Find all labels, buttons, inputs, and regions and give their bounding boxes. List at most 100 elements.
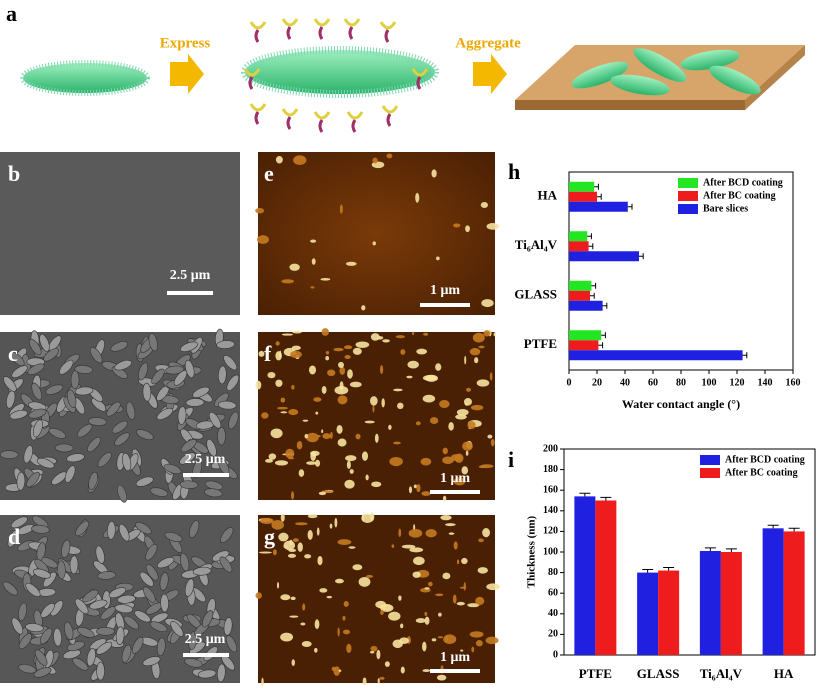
ligand <box>411 68 429 77</box>
sem-rod <box>117 594 136 604</box>
ligand <box>346 111 364 120</box>
afm-grain <box>464 402 468 406</box>
sem-rod <box>51 471 67 486</box>
afm-grain <box>306 461 317 465</box>
bar <box>569 300 603 311</box>
bar <box>569 181 595 192</box>
afm-grain <box>315 411 319 415</box>
sem-rod <box>156 637 166 657</box>
afm-grain <box>346 460 351 470</box>
scale-bar <box>430 490 480 494</box>
sem-rod <box>163 463 182 475</box>
afm-grain <box>291 659 295 666</box>
afm-grain <box>413 556 425 566</box>
bar <box>658 570 680 655</box>
sem-rod <box>139 571 154 587</box>
sem-rod <box>217 400 237 410</box>
afm-grain <box>334 517 338 528</box>
afm-grain <box>321 328 329 336</box>
afm-grain <box>440 515 452 521</box>
afm-grain <box>349 381 362 388</box>
y-tick-label: 120 <box>543 526 558 537</box>
y-tick-label: 60 <box>548 587 558 598</box>
sem-rod <box>135 522 152 535</box>
afm-grain <box>435 363 442 371</box>
afm-grain <box>400 666 405 674</box>
afm-grain <box>421 491 431 496</box>
ligand <box>249 103 267 112</box>
x-tick-label: 0 <box>567 377 572 388</box>
y-axis-label: Thickness (nm) <box>526 515 538 588</box>
sem-rod <box>145 564 159 581</box>
afm-grain <box>290 596 296 601</box>
sem-rod <box>9 351 25 367</box>
sem-rod <box>114 359 132 371</box>
afm-grain <box>258 350 265 357</box>
afm-grain <box>267 372 276 379</box>
afm-grain <box>306 432 319 443</box>
afm-grain <box>423 332 429 336</box>
afm-image <box>258 152 495 315</box>
afm-grain <box>388 424 392 430</box>
sem-rod <box>216 340 235 349</box>
afm-grain <box>375 600 387 609</box>
afm-grain <box>384 661 390 667</box>
afm-grain <box>422 394 436 403</box>
error-bar <box>598 342 604 349</box>
afm-grain <box>427 581 433 587</box>
afm-grain <box>424 611 428 617</box>
afm-grain <box>349 469 354 474</box>
sem-rod <box>88 471 98 490</box>
afm-grain <box>424 616 430 625</box>
afm-grain <box>276 581 280 589</box>
schematic <box>20 45 805 110</box>
x-tick-label: 60 <box>648 377 658 388</box>
afm-grain <box>272 549 277 556</box>
sem-rod <box>142 586 156 603</box>
afm-grain <box>382 339 390 343</box>
afm-grain <box>393 388 403 392</box>
ligand <box>318 26 324 40</box>
sem-rod <box>18 664 37 674</box>
ligand <box>281 108 299 117</box>
sem-rod <box>64 621 74 640</box>
sem-rod <box>40 603 55 618</box>
x-axis-label: Water contact angle (°) <box>622 397 740 411</box>
afm-grain <box>280 513 285 522</box>
afm-grain <box>448 422 454 431</box>
sem-rod <box>132 636 144 654</box>
afm-grain <box>448 532 455 535</box>
bar <box>569 350 743 361</box>
bar <box>595 500 617 655</box>
afm-grain <box>365 474 369 481</box>
sem-rod <box>202 610 214 628</box>
ligand <box>381 105 399 114</box>
afm-grain <box>338 361 344 368</box>
afm-grain <box>291 384 295 390</box>
sem-rod <box>170 621 184 637</box>
afm-grain <box>469 348 481 356</box>
afm-grain <box>415 618 426 624</box>
afm-grain <box>329 523 333 529</box>
afm-grain <box>287 553 297 558</box>
afm-grain <box>442 495 447 502</box>
sem-rod <box>34 649 48 666</box>
sem-rod <box>180 439 197 453</box>
afm-grain <box>483 330 491 337</box>
sem-rod <box>69 555 79 575</box>
sem-rod <box>31 382 43 401</box>
scale-bar <box>420 303 470 307</box>
afm-grain <box>477 567 488 574</box>
afm-grain <box>482 528 491 538</box>
sem-rod <box>220 527 234 543</box>
sem-rod <box>160 593 169 613</box>
y-tick-label: PTFE <box>524 336 557 351</box>
afm-grain <box>362 677 367 686</box>
sem-rod <box>70 370 80 390</box>
afm-grain <box>255 207 265 214</box>
afm-grain <box>302 603 306 611</box>
sem-rod <box>64 465 76 483</box>
afm-grain <box>265 458 273 463</box>
bar <box>569 241 589 252</box>
